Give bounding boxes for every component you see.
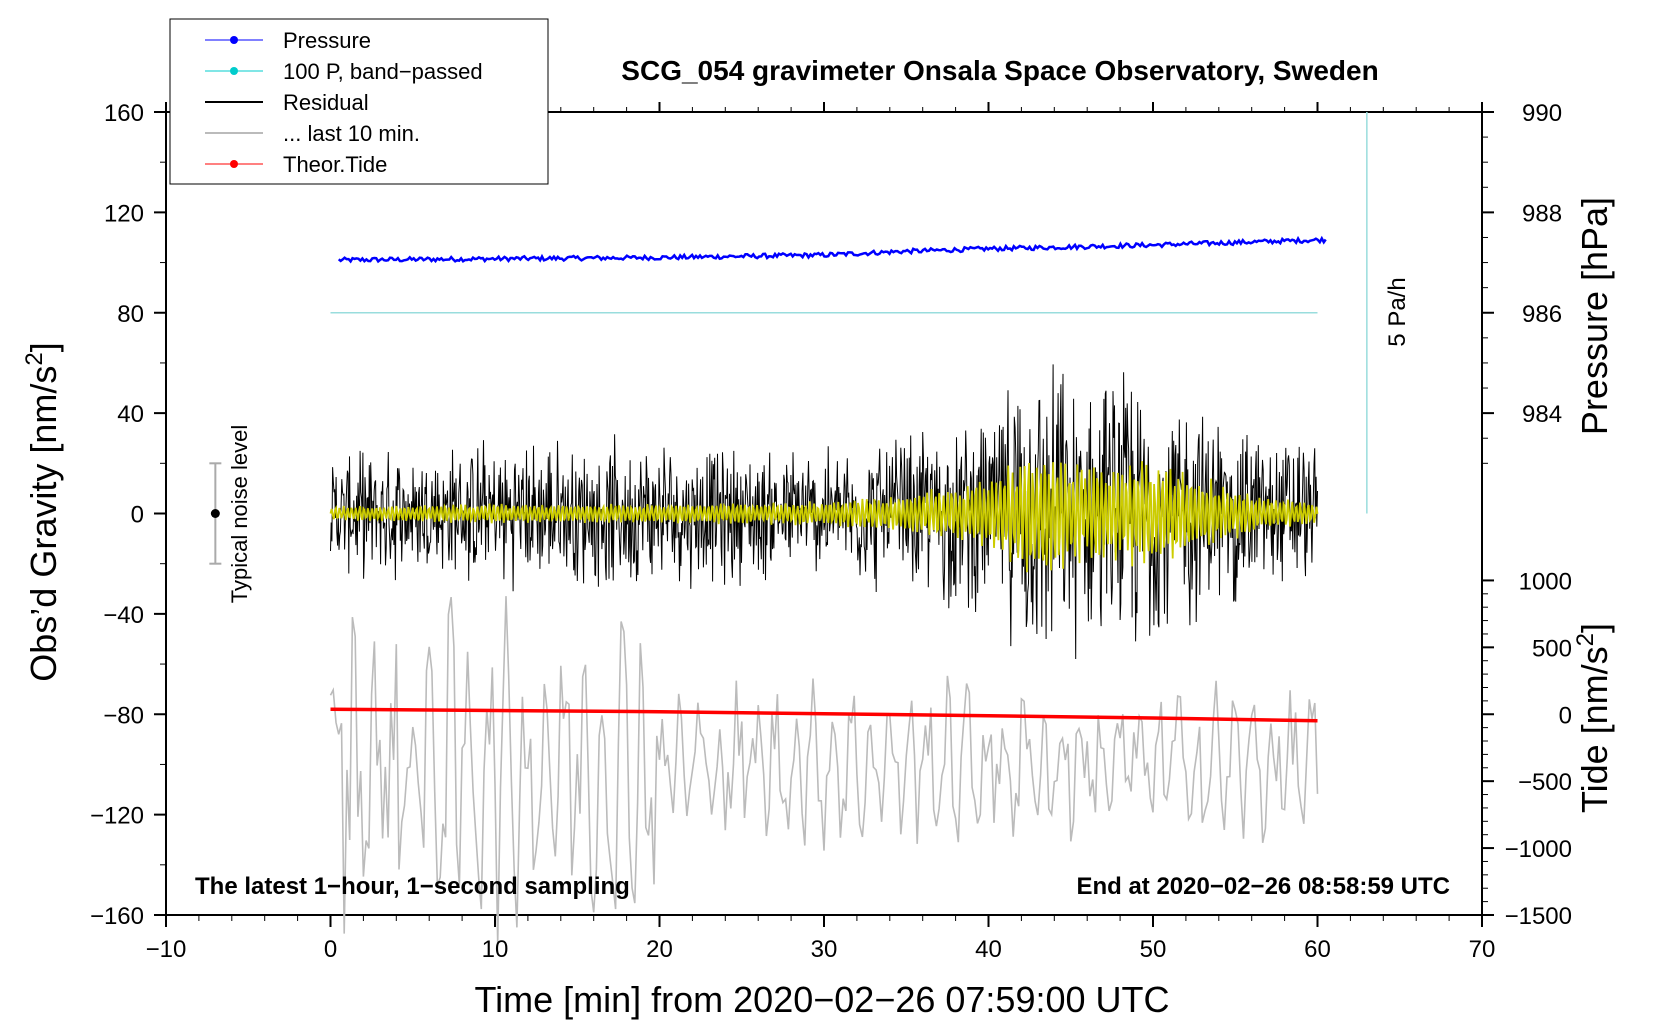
tide-tick-label: 0 <box>1559 702 1572 729</box>
x-tick-label: 60 <box>1304 936 1331 963</box>
x-tick-label: 30 <box>811 936 838 963</box>
series-layer <box>209 112 1368 944</box>
legend-dot <box>230 67 238 75</box>
series-pressure <box>337 235 1327 264</box>
tide-tick-label: −1500 <box>1505 903 1572 930</box>
bottom-left-note: The latest 1−hour, 1−second sampling <box>195 873 630 900</box>
x-tick-label: 40 <box>975 936 1002 963</box>
vertical-line-label: 5 Pa/h <box>1384 277 1411 346</box>
pressure-axis-label: Pressure [hPa] <box>1574 197 1615 435</box>
bottom-right-note: End at 2020−02−26 08:58:59 UTC <box>1076 873 1450 900</box>
pressure-tick-label: 986 <box>1522 301 1562 328</box>
series-last-10-min <box>329 596 1319 944</box>
y-tick-label: 40 <box>117 401 144 428</box>
legend: Pressure 100 P, band−passed Residual ... la… <box>169 18 549 185</box>
series-theor-tide <box>330 707 1318 723</box>
tide-tick-label: −500 <box>1518 769 1572 796</box>
x-tick-label: −10 <box>146 936 187 963</box>
legend-label: Pressure <box>283 28 371 53</box>
chart-title: SCG_054 gravimeter Onsala Space Observat… <box>621 55 1378 86</box>
noise-point <box>210 509 220 518</box>
y-axis-label: Obs’d Gravity [nm/s2] <box>21 342 64 681</box>
tide-tick-label: 500 <box>1532 635 1572 662</box>
y-tick-label: −120 <box>90 803 144 830</box>
legend-dot <box>230 160 238 168</box>
tick-layer: −10 0 10 20 30 40 50 60 70 −160 −120 −80 −40 0 40 80 120… <box>90 100 1572 963</box>
y-tick-label: −160 <box>90 903 144 930</box>
legend-dot <box>230 36 238 44</box>
pressure-tick-label: 984 <box>1522 401 1562 428</box>
x-tick-label: 10 <box>482 936 509 963</box>
x-tick-label: 70 <box>1469 936 1496 963</box>
legend-label: Theor.Tide <box>283 152 387 177</box>
x-axis-label: Time [min] from 2020−02−26 07:59:00 UTC <box>474 979 1169 1020</box>
pressure-tick-label: 988 <box>1522 200 1562 227</box>
y-tick-label: −40 <box>103 602 144 629</box>
y-tick-label: 160 <box>104 100 144 127</box>
pressure-tick-label: 990 <box>1522 100 1562 127</box>
noise-label: Typical noise level <box>227 425 252 604</box>
series-smoothed <box>329 461 1319 573</box>
legend-label: ... last 10 min. <box>283 121 420 146</box>
x-tick-label: 20 <box>646 936 673 963</box>
legend-label: Residual <box>283 90 369 115</box>
y-tick-label: 120 <box>104 200 144 227</box>
tide-tick-label: −1000 <box>1505 836 1572 863</box>
tide-axis-label: Tide [nm/s2] <box>1572 623 1615 813</box>
y-tick-label: 80 <box>117 301 144 328</box>
x-tick-label: 50 <box>1140 936 1167 963</box>
x-tick-label: 0 <box>324 936 337 963</box>
legend-label: 100 P, band−passed <box>283 59 483 84</box>
y-tick-label: 0 <box>131 502 144 529</box>
y-tick-label: −80 <box>103 702 144 729</box>
tide-tick-label: 1000 <box>1519 568 1572 595</box>
